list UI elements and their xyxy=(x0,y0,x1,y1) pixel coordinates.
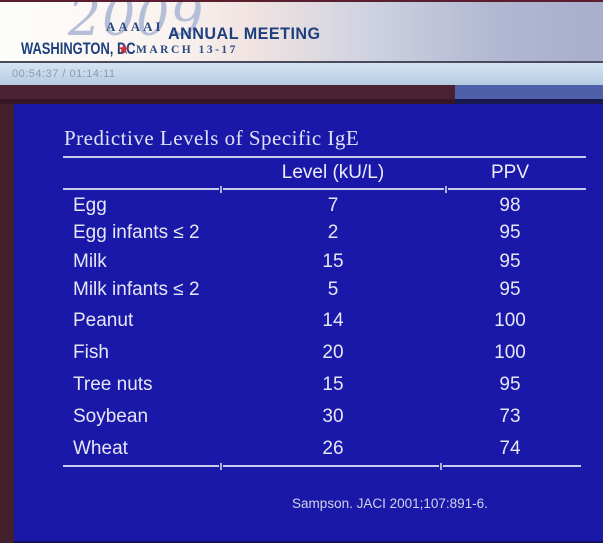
ppv-value: 98 xyxy=(499,195,521,216)
food-name: Soybean xyxy=(73,406,149,427)
column-tick xyxy=(440,463,442,470)
header-underline xyxy=(63,188,586,190)
table-row: Milk 15 95 xyxy=(14,251,603,273)
slide-left-frame xyxy=(0,104,14,543)
playback-time-bar: 00:54:37 / 01:14:11 xyxy=(0,61,603,85)
playback-time-display: 00:54:37 / 01:14:11 xyxy=(12,68,116,80)
level-value: 15 xyxy=(322,374,344,395)
food-name: Egg infants ≤ 2 xyxy=(73,222,200,243)
slide-canvas: Predictive Levels of Specific IgE Level … xyxy=(14,104,603,543)
level-value: 7 xyxy=(327,195,339,216)
ppv-value: 95 xyxy=(499,374,521,395)
level-value: 5 xyxy=(327,279,339,300)
food-name: Egg xyxy=(73,195,107,216)
table-bottom-line xyxy=(63,465,581,467)
table-row: Egg infants ≤ 2 2 95 xyxy=(14,222,603,244)
food-name: Fish xyxy=(73,342,109,363)
column-tick xyxy=(220,186,222,193)
ppv-value: 73 xyxy=(499,406,521,427)
banner-event-title: ANNUAL MEETING xyxy=(168,24,321,43)
ppv-value: 95 xyxy=(499,222,521,243)
ppv-value: 95 xyxy=(499,279,521,300)
slide-title: Predictive Levels of Specific IgE xyxy=(64,126,360,150)
food-name: Tree nuts xyxy=(73,374,153,395)
level-value: 26 xyxy=(322,438,344,459)
citation: Sampson. JACI 2001;107:891-6. xyxy=(292,496,488,511)
ppv-value: 100 xyxy=(494,310,526,331)
slide-bottom-edge xyxy=(14,541,603,543)
banner-dates: MARCH 13-17 xyxy=(136,44,238,56)
banner-org-name: AAAAI xyxy=(106,19,164,34)
slide-top-edge-left xyxy=(0,99,455,104)
level-value: 14 xyxy=(322,310,344,331)
level-value: 20 xyxy=(322,342,344,363)
table-row: Soybean 30 73 xyxy=(14,406,603,428)
column-header-ppv: PPV xyxy=(490,162,530,183)
slide-top-edge-right xyxy=(455,99,603,104)
table-row: Milk infants ≤ 2 5 95 xyxy=(14,279,603,301)
column-header-level: Level (kU/L) xyxy=(281,162,385,183)
banner-location: WASHINGTON, DC xyxy=(21,39,136,58)
table-row: Fish 20 100 xyxy=(14,342,603,364)
level-value: 15 xyxy=(322,251,344,272)
column-tick xyxy=(445,186,447,193)
star-icon: ★ xyxy=(117,41,131,58)
ppv-value: 95 xyxy=(499,251,521,272)
banner-year-script: 2009 xyxy=(68,0,205,48)
ppv-value: 100 xyxy=(494,342,526,363)
ppv-value: 74 xyxy=(499,438,521,459)
column-tick xyxy=(220,463,222,470)
food-name: Peanut xyxy=(73,310,134,331)
level-value: 30 xyxy=(322,406,344,427)
table-row: Peanut 14 100 xyxy=(14,310,603,332)
table-row: Wheat 26 74 xyxy=(14,438,603,460)
table-row: Tree nuts 15 95 xyxy=(14,374,603,396)
maroon-divider-strip xyxy=(0,85,455,99)
food-name: Milk infants ≤ 2 xyxy=(73,279,200,300)
title-underline xyxy=(63,156,586,158)
level-value: 2 xyxy=(327,222,339,243)
steel-blue-divider-strip xyxy=(455,85,603,99)
conference-banner: 2009 AAAAI ANNUAL MEETING WASHINGTON, DC… xyxy=(0,0,603,63)
food-name: Milk xyxy=(73,251,107,272)
table-row: Egg 7 98 xyxy=(14,195,603,217)
food-name: Wheat xyxy=(73,438,128,459)
